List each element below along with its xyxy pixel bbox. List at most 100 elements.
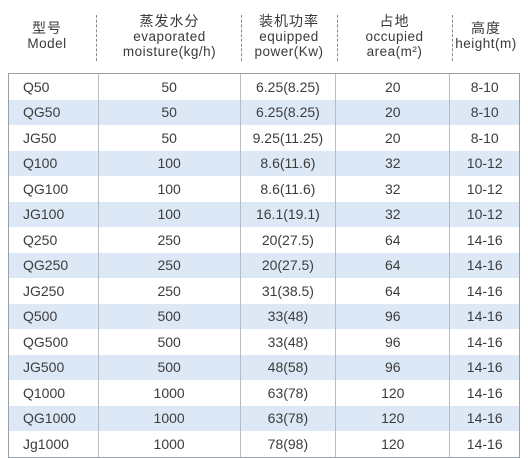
cell-power: 20(27.5) [241,227,337,253]
header-moisture-en2: moisture(kg/h) [122,43,217,59]
cell-power: 33(48) [241,303,337,329]
cell-moisture: 500 [99,329,241,355]
cell-power: 9.25(11.25) [241,125,337,151]
cell-model: Jg1000 [9,431,99,457]
header-area: 占地 occupied area(m²) [337,9,452,63]
cell-height: 10-12 [466,180,503,197]
cell-height: 14-16 [466,384,503,401]
cell-power: 31(38.5) [241,278,337,304]
header-height-zh: 高度 [471,20,501,36]
header-power-en1: equipped [259,28,319,44]
cell-area: 32 [336,150,451,176]
header-power-en2: power(Kw) [254,43,324,59]
cell-power: 16.1(19.1) [241,201,337,227]
header-area-en1: occupied [365,28,424,44]
cell-power: 78(98) [241,431,337,457]
table-row: Q500 500 33(48) 96 14-16 [9,303,519,329]
table-row: JG250 250 31(38.5) 64 14-16 [9,278,519,304]
cell-moisture: 100 [99,150,241,176]
table-row: Jg1000 1000 78(98) 120 14-16 [9,431,519,457]
cell-area: 120 [336,431,451,457]
cell-model: Q1000 [9,380,99,406]
cell-model: JG50 [9,125,99,151]
table-row: QG100 100 8.6(11.6) 32 10-12 [9,176,519,202]
cell-height: 14-16 [466,308,503,325]
spec-table-body: Q50 50 6.25(8.25) 20 8-10 QG50 50 6.25(8.25) 20 8… [8,73,520,458]
cell-moisture: 1000 [99,380,241,406]
cell-height: 14-16 [466,257,503,274]
cell-area: 96 [336,329,451,355]
cell-power: 33(48) [241,329,337,355]
header-area-en2: area(m²) [366,43,423,59]
header-model: 型号 Model [8,9,86,63]
cell-moisture: 1000 [99,405,241,431]
cell-moisture: 500 [99,354,241,380]
table-row: JG500 500 48(58) 96 14-16 [9,354,519,380]
cell-power: 48(58) [241,354,337,380]
cell-power: 6.25(8.25) [241,74,337,100]
table-row: Q1000 1000 63(78) 120 14-16 [9,380,519,406]
cell-moisture: 50 [99,99,241,125]
cell-power: 6.25(8.25) [241,99,337,125]
cell-area: 20 [336,125,451,151]
cell-height: 14-16 [466,282,503,299]
header-area-zh: 占地 [379,12,410,29]
header-moisture-en1: evaporated [133,28,206,44]
cell-model: QG100 [9,176,99,202]
cell-moisture: 50 [99,125,241,151]
cell-model: QG50 [9,99,99,125]
header-height-en: height(m) [455,36,517,51]
cell-area: 20 [336,74,451,100]
cell-height: 14-16 [466,359,503,376]
cell-height: 14-16 [466,435,503,452]
header-divider [96,15,97,61]
header-power-zh: 装机功率 [259,12,319,29]
cell-area: 32 [336,176,451,202]
cell-model: JG100 [9,201,99,227]
header-divider [337,15,338,61]
cell-moisture: 500 [99,303,241,329]
cell-area: 20 [336,99,451,125]
cell-height: 14-16 [466,410,503,427]
cell-height: 8-10 [470,78,499,95]
cell-power: 63(78) [241,380,337,406]
header-model-zh: 型号 [32,20,62,36]
header-divider [452,15,453,61]
cell-power: 20(27.5) [241,252,337,278]
table-row: QG1000 1000 63(78) 120 14-16 [9,405,519,431]
table-header: 型号 Model 蒸发水分 evaporated moisture(kg/h) … [8,9,520,63]
cell-moisture: 100 [99,201,241,227]
cell-height: 10-12 [466,155,503,172]
cell-height: 8-10 [470,104,499,121]
cell-model: Q500 [9,303,99,329]
cell-model: Q50 [9,74,99,100]
cell-moisture: 1000 [99,431,241,457]
header-height: 高度 height(m) [452,9,520,63]
cell-power: 63(78) [241,405,337,431]
cell-moisture: 250 [99,227,241,253]
header-power: 装机功率 equipped power(Kw) [241,9,337,63]
cell-height: 14-16 [466,231,503,248]
cell-model: Q250 [9,227,99,253]
header-moisture-zh: 蒸发水分 [139,12,200,29]
cell-height: 8-10 [470,129,499,146]
cell-model: Q100 [9,150,99,176]
cell-height: 10-12 [466,206,503,223]
cell-area: 96 [336,303,451,329]
cell-moisture: 100 [99,176,241,202]
cell-moisture: 250 [99,278,241,304]
cell-moisture: 250 [99,252,241,278]
table-row: QG50 50 6.25(8.25) 20 8-10 [9,99,519,125]
cell-power: 8.6(11.6) [241,176,337,202]
header-model-en: Model [27,36,67,51]
cell-area: 32 [336,201,451,227]
cell-model: JG500 [9,354,99,380]
cell-model: QG500 [9,329,99,355]
cell-moisture: 50 [99,74,241,100]
table-row: QG250 250 20(27.5) 64 14-16 [9,252,519,278]
table-row: Q100 100 8.6(11.6) 32 10-12 [9,150,519,176]
cell-model: QG250 [9,252,99,278]
cell-area: 120 [336,380,451,406]
table-row: Q250 250 20(27.5) 64 14-16 [9,227,519,253]
